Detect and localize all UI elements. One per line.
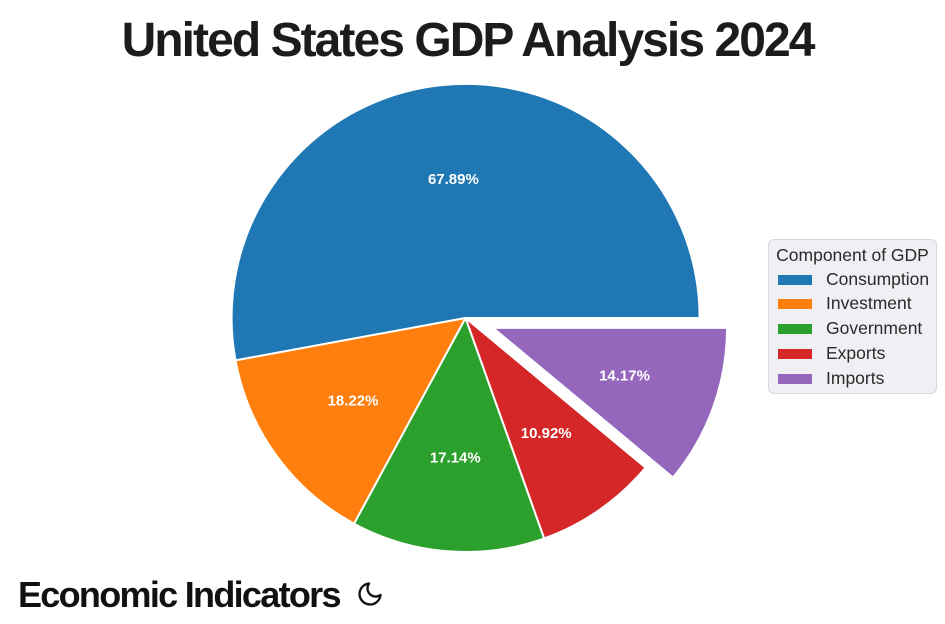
svg-text:14.17%: 14.17% (599, 368, 650, 385)
svg-text:18.22%: 18.22% (328, 392, 379, 409)
svg-text:17.14%: 17.14% (430, 450, 481, 467)
svg-text:10.92%: 10.92% (521, 425, 572, 442)
svg-text:67.89%: 67.89% (428, 171, 479, 188)
